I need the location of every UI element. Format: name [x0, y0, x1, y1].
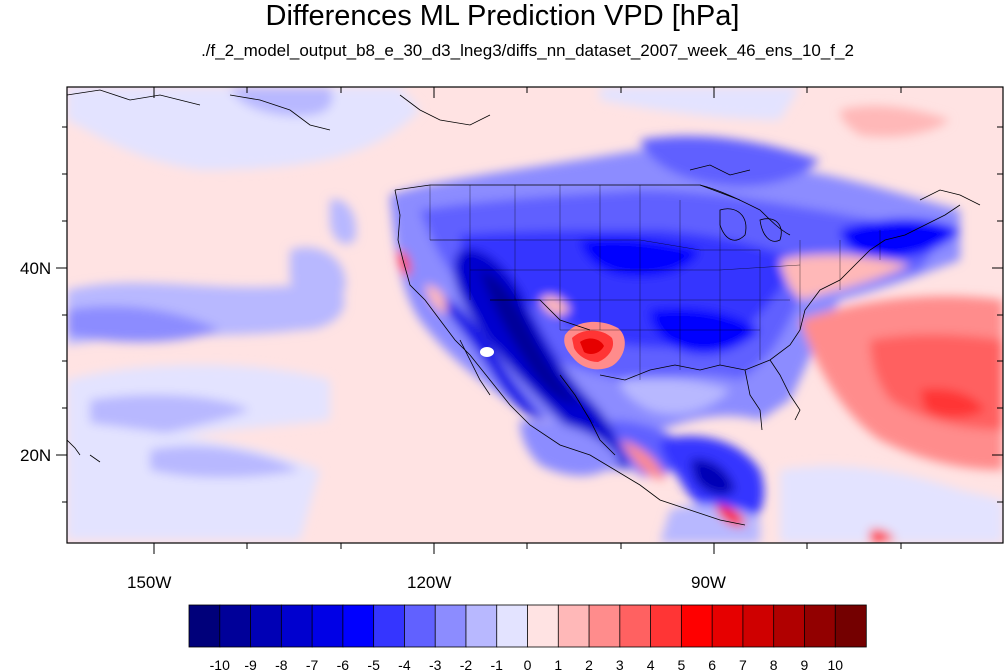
colorbar-box [496, 604, 529, 648]
page-title: Differences ML Prediction VPD [hPa] [265, 0, 740, 32]
lon-label-150w: 150W [127, 573, 172, 592]
colorbar-label: -5 [367, 657, 380, 672]
colorbar-label: 3 [616, 657, 624, 672]
page-subtitle: ./f_2_model_output_b8_e_30_d3_lneg3/diff… [201, 41, 854, 60]
colorbar-labels: -10 -9 -8 -7 -6 -5 -4 -3 -2 -1 0 1 2 3 4 5 6 7 8 9 10 [210, 657, 844, 672]
colorbar-box [342, 604, 375, 648]
colorbar-label: 4 [647, 657, 655, 672]
colorbar-label: -4 [398, 657, 411, 672]
colorbar-box [250, 604, 283, 648]
lon-label-90w: 90W [691, 573, 726, 592]
colorbar-label: -7 [306, 657, 319, 672]
colorbar-box [465, 604, 498, 648]
colorbar-label: -3 [429, 657, 442, 672]
colorbar-label: -9 [244, 657, 257, 672]
colorbar-box [588, 604, 621, 648]
colorbar-box [711, 604, 744, 648]
colorbar-box [311, 604, 344, 648]
colorbar-label: 1 [554, 657, 562, 672]
colorbar-box [619, 604, 652, 648]
colorbar-label: 6 [708, 657, 716, 672]
colorbar-label: 8 [770, 657, 778, 672]
colorbar-label: -1 [491, 657, 504, 672]
colorbar-box [834, 604, 867, 648]
colorbar-label: -10 [210, 657, 230, 672]
axis-ticks [56, 87, 1003, 554]
colorbar-label: 2 [585, 657, 593, 672]
colorbar-boxes [188, 604, 867, 648]
state-borders [429, 185, 881, 380]
colorbar-label: -2 [460, 657, 473, 672]
lon-label-120w: 120W [407, 573, 452, 592]
colorbar-box [804, 604, 836, 648]
colorbar-box [434, 604, 467, 648]
colorbar-box [773, 604, 806, 648]
colorbar-label: 10 [827, 657, 843, 672]
colorbar-box [557, 604, 590, 648]
colorbar-box [680, 604, 713, 648]
colorbar-box [650, 604, 683, 648]
colorbar-label: 5 [677, 657, 685, 672]
colorbar-box [527, 604, 559, 648]
texas-positive-anomaly [564, 321, 625, 370]
colorbar-label: -8 [275, 657, 288, 672]
colorbar-label: 0 [524, 657, 532, 672]
lat-label-40n: 40N [20, 259, 52, 278]
lat-label-20n: 20N [20, 446, 52, 465]
colorbar-box [404, 604, 436, 648]
colorbar-label: 7 [739, 657, 747, 672]
colorbar-box [742, 604, 775, 648]
map-field [67, 87, 1003, 543]
colorbar-box [373, 604, 406, 648]
colorbar-box [188, 604, 221, 648]
colorbar-box [280, 604, 313, 648]
colorbar-label: -6 [337, 657, 350, 672]
colorbar-box [219, 604, 252, 648]
colorbar-label: 9 [801, 657, 809, 672]
